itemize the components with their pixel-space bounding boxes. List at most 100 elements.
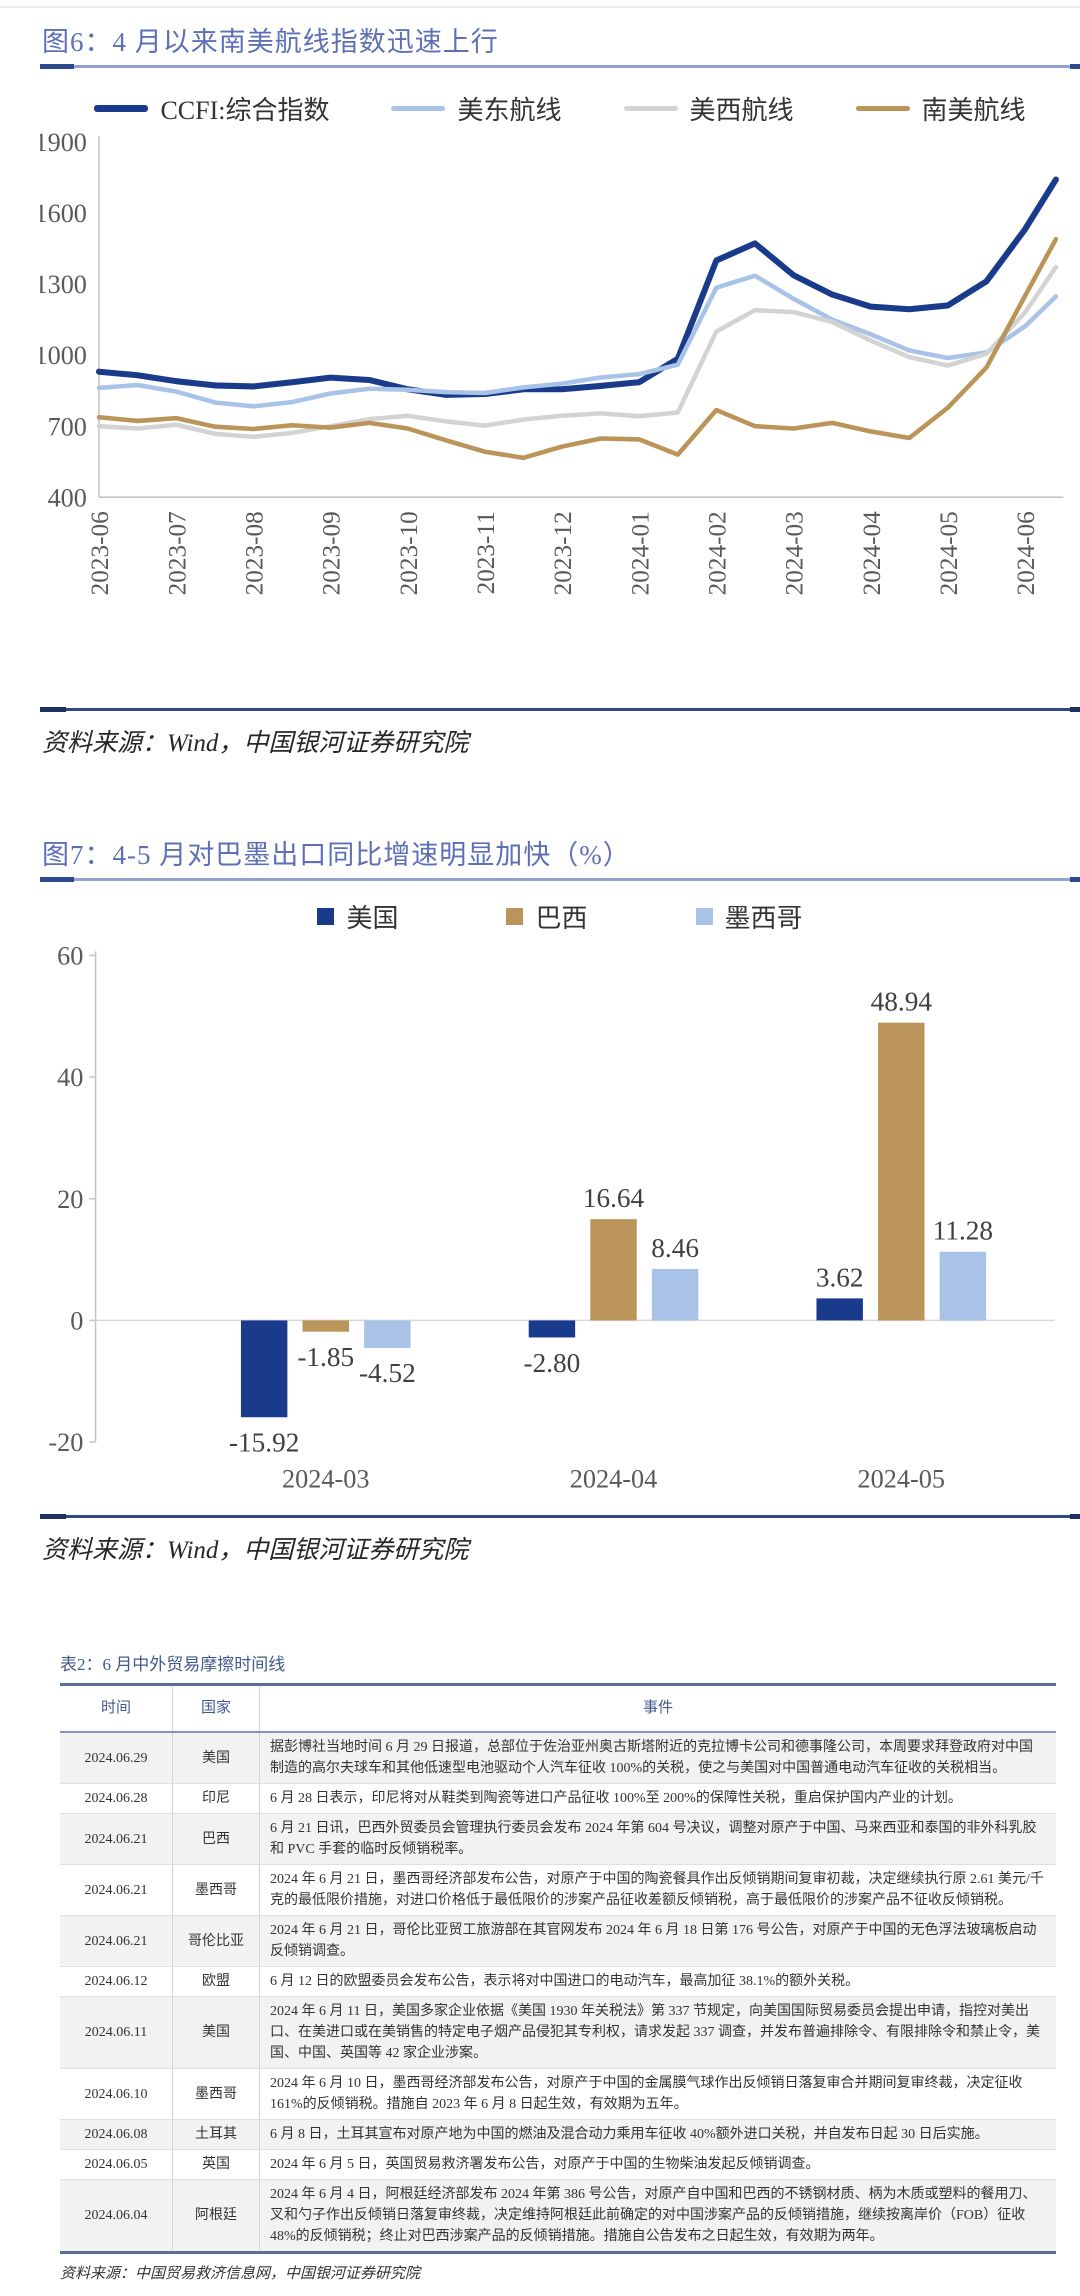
cell-country: 巴西 xyxy=(172,1813,260,1865)
美国-bar-2024-05 xyxy=(816,1298,863,1321)
table-row: 2024.06.21 哥伦比亚 2024 年 6 月 21 日，哥伦比亚贸工旅游部在… xyxy=(60,1915,1056,1967)
report-page: 图6：4 月以来南美航线指数迅速上行 CCFI:综合指数 美东航线 美西航线 南美航线… xyxy=(0,6,1080,2283)
legend-label: 巴西 xyxy=(535,903,588,933)
legend-label: 美国 xyxy=(346,903,399,933)
legend-item-墨西哥: 墨西哥 xyxy=(695,898,803,935)
bar-value-label: 11.28 xyxy=(933,1216,993,1246)
cell-event: 6 月 28 日表示，印尼将对从鞋类到陶瓷等进口产品征收 100%至 200%的… xyxy=(259,1783,1056,1814)
y-tick-label: 0 xyxy=(70,1307,83,1336)
巴西-bar-2024-04 xyxy=(590,1219,637,1321)
美西航线-line xyxy=(96,264,1059,440)
legend-label: CCFI:综合指数 xyxy=(160,95,330,125)
x-tick-label: 2024-04 xyxy=(859,511,886,595)
cell-country: 哥伦比亚 xyxy=(172,1915,260,1967)
cell-country: 欧盟 xyxy=(172,1966,260,1997)
table-row: 2024.06.05 英国 2024 年 6 月 5 日，英国贸易救济署发布公告，对… xyxy=(60,2149,1056,2180)
legend-line-swatch xyxy=(391,105,446,111)
figure6-title: 图6：4 月以来南美航线指数迅速上行 xyxy=(42,27,499,57)
table-row: 2024.06.28 印尼 6 月 28 日表示，印尼将对从鞋类到陶瓷等进口产品征收… xyxy=(60,1783,1056,1814)
巴西-bar-2024-03 xyxy=(302,1320,349,1332)
table-row: 2024.06.08 土耳其 6 月 8 日，土耳其宣布对原产地为中国的燃油及混合动… xyxy=(60,2119,1056,2150)
cell-event: 2024 年 6 月 5 日，英国贸易救济署发布公告，对原产于中国的生物柴油发起… xyxy=(259,2149,1056,2180)
legend-square-swatch xyxy=(506,907,524,925)
cell-date: 2024.06.05 xyxy=(60,2149,173,2180)
y-tick-label: 1000 xyxy=(40,341,87,370)
x-category-label: 2024-03 xyxy=(282,1465,370,1494)
南美航线-line xyxy=(96,236,1059,461)
cell-country: 印尼 xyxy=(172,1783,260,1814)
figure-6-block: 图6：4 月以来南美航线指数迅速上行 CCFI:综合指数 美东航线 美西航线 南美航线… xyxy=(40,20,1080,759)
table-header: 时间 国家 事件 xyxy=(60,1684,1056,1733)
x-tick-label: 2023-12 xyxy=(550,511,577,595)
y-tick-label: 1900 xyxy=(40,128,87,157)
table-row: 2024.06.11 美国 2024 年 6 月 11 日，美国多家企业依据《美国 … xyxy=(60,1996,1056,2069)
cell-date: 2024.06.11 xyxy=(60,1996,173,2069)
x-tick-label: 2023-06 xyxy=(87,511,114,595)
x-tick-label: 2024-06 xyxy=(1013,511,1040,595)
cell-country: 美国 xyxy=(172,1732,260,1784)
table-body: 2024.06.29 美国 据彭博社当地时间 6 月 29 日报道，总部位于佐治亚州… xyxy=(60,1732,1056,2253)
col-header-1: 时间 xyxy=(60,1684,173,1733)
x-category-label: 2024-04 xyxy=(570,1465,658,1494)
figure7-title: 图7：4-5 月对巴墨出口同比增速明显加快（%） xyxy=(42,840,631,870)
bar-value-label: -1.85 xyxy=(297,1342,354,1372)
cell-date: 2024.06.29 xyxy=(60,1732,173,1784)
cell-country: 墨西哥 xyxy=(172,1864,260,1916)
y-tick-label: 1600 xyxy=(40,199,87,228)
figure6-title-rule xyxy=(40,64,1080,69)
cell-date: 2024.06.28 xyxy=(60,1783,173,1814)
cell-date: 2024.06.12 xyxy=(60,1966,173,1997)
trade-friction-table: 时间 国家 事件 2024.06.29 美国 据彭博社当地时间 6 月 29 日报道，总… xyxy=(60,1683,1056,2254)
x-tick-label: 2023-11 xyxy=(473,511,500,594)
legend-line-swatch xyxy=(623,105,678,111)
y-tick-label: 400 xyxy=(48,483,87,512)
cell-event: 2024 年 6 月 21 日，哥伦比亚贸工旅游部在其官网发布 2024 年 6… xyxy=(259,1915,1056,1967)
cell-event: 2024 年 6 月 21 日，墨西哥经济部发布公告，对原产于中国的陶瓷餐具作出… xyxy=(259,1864,1056,1916)
legend-label: 美东航线 xyxy=(457,95,562,125)
y-tick-label: -20 xyxy=(48,1428,83,1457)
cell-event: 6 月 21 日讯，巴西外贸委员会管理执行委员会发布 2024 年第 604 号… xyxy=(259,1813,1056,1865)
figure7-title-rule xyxy=(40,877,1080,882)
table-row: 2024.06.21 巴西 6 月 21 日讯，巴西外贸委员会管理执行委员会发布 2… xyxy=(60,1813,1056,1865)
cell-country: 美国 xyxy=(172,1996,260,2069)
cell-event: 2024 年 6 月 10 日，墨西哥经济部发布公告，对原产于中国的金属膜气球作… xyxy=(259,2068,1056,2120)
table2-title: 表2：6 月中外贸易摩擦时间线 xyxy=(60,1655,286,1674)
墨西哥-bar-2024-04 xyxy=(651,1268,699,1321)
x-tick-label: 2023-07 xyxy=(164,511,191,595)
legend-label: 美西航线 xyxy=(689,95,794,125)
cell-country: 墨西哥 xyxy=(172,2068,260,2120)
legend-label: 墨西哥 xyxy=(724,903,803,933)
figure7-source: 资料来源：Wind，中国银河证券研究院 xyxy=(42,1537,469,1564)
table-row: 2024.06.12 欧盟 6 月 12 日的欧盟委员会发布公告，表示将对中国进口的… xyxy=(60,1966,1056,1997)
col-header-2: 国家 xyxy=(172,1684,260,1733)
cell-event: 2024 年 6 月 11 日，美国多家企业依据《美国 1930 年关税法》第 … xyxy=(259,1996,1056,2069)
figure6-source: 资料来源：Wind，中国银河证券研究院 xyxy=(42,730,469,757)
figure6-legend: CCFI:综合指数 美东航线 美西航线 南美航线 xyxy=(40,90,1080,127)
x-tick-label: 2023-08 xyxy=(241,511,268,595)
figure7-bottom-rule xyxy=(40,1514,1080,1519)
legend-square-swatch xyxy=(317,907,335,925)
legend-item-巴西: 巴西 xyxy=(506,898,588,935)
legend-square-swatch xyxy=(695,907,713,925)
cell-event: 2024 年 6 月 4 日，阿根廷经济部发布 2024 年第 386 号公告，… xyxy=(259,2179,1056,2253)
x-tick-label: 2023-10 xyxy=(396,511,423,595)
cell-country: 土耳其 xyxy=(172,2119,260,2150)
cell-date: 2024.06.10 xyxy=(60,2068,173,2120)
y-tick-label: 1300 xyxy=(40,270,87,299)
figure-7-block: 图7：4-5 月对巴墨出口同比增速明显加快（%） 美国 巴西 墨西哥 -20 0 20 4… xyxy=(40,833,1080,1566)
墨西哥-bar-2024-05 xyxy=(939,1251,987,1321)
y-tick-label: 60 xyxy=(57,941,83,970)
cell-date: 2024.06.08 xyxy=(60,2119,173,2150)
legend-item-美东航线: 美东航线 xyxy=(391,90,562,127)
cell-event: 6 月 8 日，土耳其宣布对原产地为中国的燃油及混合动力乘用车征收 40%额外进… xyxy=(259,2119,1056,2150)
y-tick-label: 700 xyxy=(48,412,87,441)
y-tick-label: 40 xyxy=(57,1063,83,1092)
legend-item-美西航线: 美西航线 xyxy=(623,90,794,127)
header-row: 时间 国家 事件 xyxy=(60,1684,1056,1733)
table-row: 2024.06.04 阿根廷 2024 年 6 月 4 日，阿根廷经济部发布 202… xyxy=(60,2179,1056,2253)
figure7-bar-chart: -20 0 20 40 60 -15.92 -2.80 3.62 -1.85 16.64 48.94… xyxy=(48,941,1055,1494)
legend-item-南美航线: 南美航线 xyxy=(855,90,1026,127)
cell-event: 据彭博社当地时间 6 月 29 日报道，总部位于佐治亚州奥古斯塔附近的克拉博卡公… xyxy=(259,1732,1056,1784)
table-2-block: 表2：6 月中外贸易摩擦时间线 时间 国家 事件 2024.06.29 美国 据彭博社当… xyxy=(40,1650,1080,2283)
legend-line-swatch xyxy=(94,104,149,112)
